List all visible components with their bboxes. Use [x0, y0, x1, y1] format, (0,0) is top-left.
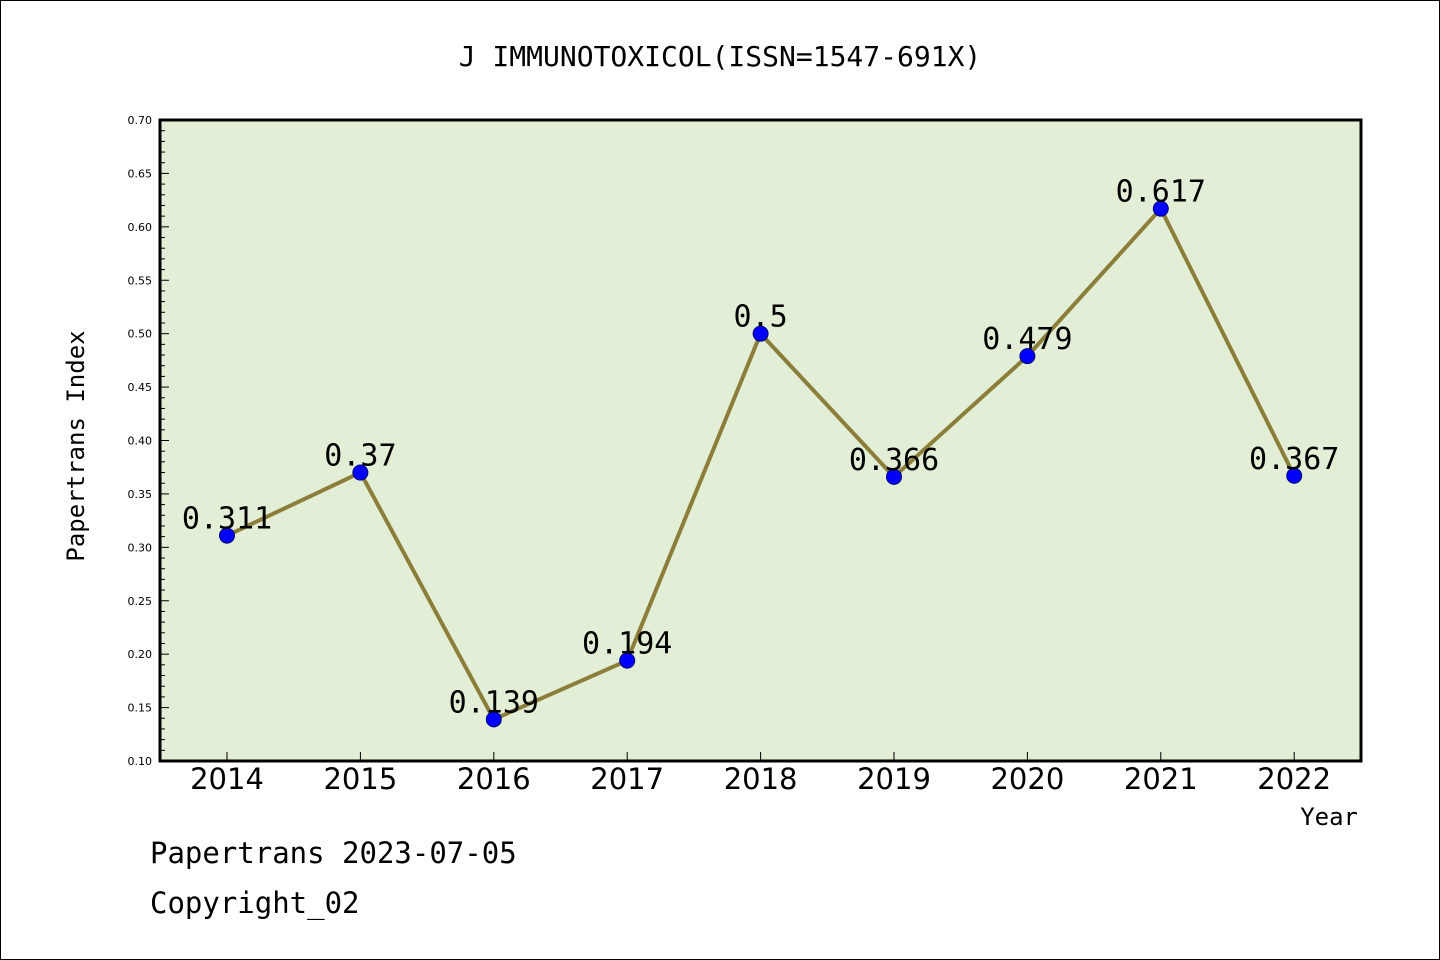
x-axis-ticks: 2014 2015 2016 2017 2018 2019 2020 2021 2022 — [190, 752, 1331, 796]
y-tick-label: 0.30 — [128, 541, 153, 554]
x-tick-label: 2020 — [990, 762, 1064, 796]
y-tick-label: 0.45 — [128, 381, 153, 394]
x-tick-label: 2018 — [724, 762, 798, 796]
x-tick-label: 2014 — [190, 762, 264, 796]
data-point — [1152, 200, 1169, 217]
data-point — [886, 468, 902, 485]
data-point — [619, 652, 636, 669]
data-label: 0.311 — [182, 502, 272, 537]
data-label: 0.479 — [982, 322, 1072, 357]
data-label: 0.366 — [849, 443, 939, 478]
series-group: 0.311 0.37 0.139 0.194 0.5 0.366 0.479 0.617 0.3… — [182, 175, 1339, 728]
y-tick-label: 0.55 — [128, 274, 153, 287]
data-point — [1019, 348, 1036, 365]
y-tick-label: 0.20 — [128, 648, 153, 661]
x-tick-label: 2019 — [857, 762, 931, 796]
footer-copyright: Copyright_02 — [150, 886, 360, 920]
y-tick-label: 0.60 — [128, 221, 153, 234]
data-label: 0.617 — [1116, 175, 1206, 210]
x-tick-label: 2022 — [1257, 762, 1331, 796]
footer-date: Papertrans 2023-07-05 — [150, 836, 517, 870]
x-tick-label: 2016 — [457, 762, 531, 796]
y-tick-label: 0.10 — [128, 755, 153, 768]
data-label: 0.367 — [1249, 442, 1339, 477]
data-label: 0.5 — [734, 300, 788, 335]
data-point — [219, 527, 235, 544]
data-point — [352, 464, 369, 481]
data-point — [485, 711, 502, 728]
y-axis-ticks: 0.10 0.15 0.20 0.25 0.30 0.35 0.40 0.45 0.50 0.55… — [128, 114, 169, 768]
plot-area — [158, 118, 1363, 763]
data-point — [752, 325, 769, 342]
x-tick-label: 2017 — [590, 762, 664, 796]
y-tick-label: 0.50 — [128, 328, 153, 341]
x-axis-label: Year — [1300, 803, 1358, 831]
y-tick-label: 0.35 — [128, 488, 153, 501]
y-tick-label: 0.15 — [128, 702, 153, 715]
y-axis-label: Papertrans Index — [62, 330, 90, 561]
y-tick-label: 0.25 — [128, 595, 153, 608]
data-label: 0.37 — [324, 439, 396, 474]
y-tick-label: 0.65 — [128, 167, 153, 180]
chart-title: J IMMUNOTOXICOL(ISSN=1547-691X) — [459, 40, 982, 73]
data-label: 0.194 — [582, 627, 672, 662]
data-point — [1286, 467, 1303, 484]
data-label: 0.139 — [449, 685, 539, 720]
y-tick-label: 0.40 — [128, 435, 153, 448]
y-tick-label: 0.70 — [128, 114, 153, 127]
x-tick-label: 2015 — [323, 762, 397, 796]
x-tick-label: 2021 — [1124, 762, 1198, 796]
